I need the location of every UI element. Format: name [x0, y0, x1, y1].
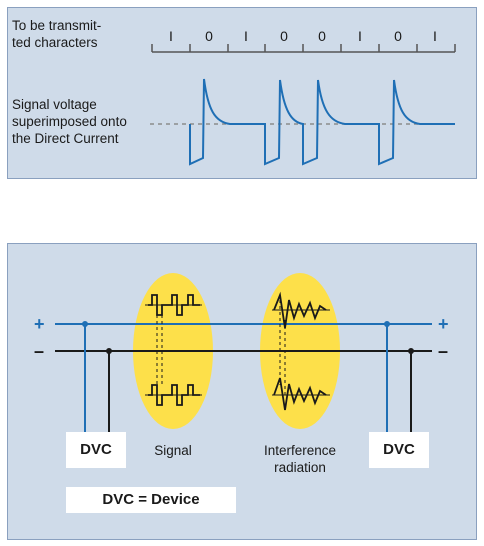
- bit-label: 0: [205, 28, 213, 44]
- characters-label: To be transmit- ted characters: [12, 18, 102, 50]
- bit-label: I: [244, 28, 248, 44]
- minus-terminal-left: –: [34, 341, 45, 361]
- minus-terminal-right: –: [438, 341, 449, 361]
- signal-pulses: [145, 294, 202, 406]
- bit-label: 0: [280, 28, 288, 44]
- bit-label: 0: [318, 28, 326, 44]
- dvc-box-left: DVC: [66, 432, 126, 468]
- dvc-legend: DVC = Device: [66, 487, 236, 513]
- plus-terminal-left: +: [34, 314, 45, 334]
- interference-spikes: [272, 291, 330, 411]
- interference-caption: Interference radiation: [263, 443, 337, 475]
- encoding-panel: [7, 7, 477, 179]
- bit-label: I: [358, 28, 362, 44]
- bit-label: 0: [394, 28, 402, 44]
- bit-label: I: [169, 28, 173, 44]
- plus-terminal-right: +: [438, 314, 449, 334]
- bit-label: I: [433, 28, 437, 44]
- signal-waveform: [189, 78, 455, 166]
- signal-caption: Signal: [154, 443, 192, 458]
- signal-voltage-label: Signal voltage superimposed onto the Dir…: [12, 97, 127, 146]
- dvc-box-right: DVC: [369, 432, 429, 468]
- bit-scale: [151, 44, 456, 53]
